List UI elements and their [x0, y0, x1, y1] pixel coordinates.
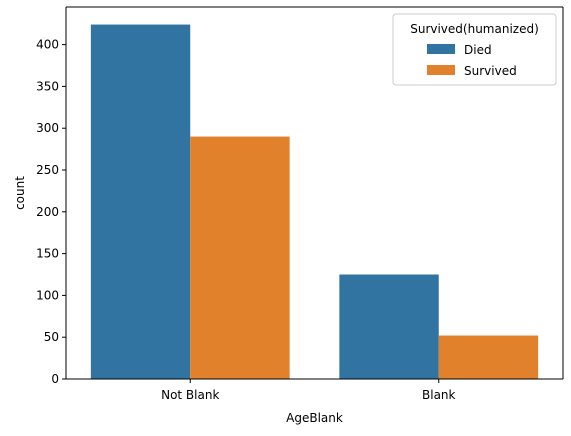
bars [90, 24, 539, 380]
y-tick-label: 50 [44, 330, 59, 344]
y-tick-label: 350 [36, 79, 59, 93]
y-tick-label: 400 [36, 38, 59, 52]
axes [65, 6, 564, 380]
bar-died-not-blank [90, 24, 191, 380]
y-tick-label: 200 [36, 205, 59, 219]
y-tick-label: 150 [36, 247, 59, 261]
y-tick-label: 250 [36, 163, 59, 177]
y-tick-label: 100 [36, 288, 59, 302]
legend-swatch-died [427, 44, 455, 54]
legend-swatch-survived [427, 65, 455, 75]
y-tick-label: 0 [51, 372, 59, 386]
x-tick-label: Not Blank [161, 388, 219, 402]
bar-survived-blank [438, 335, 539, 379]
x-tick-label: Blank [422, 388, 456, 402]
legend-label-died: Died [464, 43, 492, 57]
legend-title: Survived(humanized) [410, 22, 539, 36]
legend-items: Died Survived [427, 43, 517, 78]
bar-died-blank [339, 274, 439, 379]
legend-label-survived: Survived [464, 64, 517, 78]
x-ticks: Not Blank Blank [161, 379, 456, 402]
bar-survived-not-blank [190, 136, 290, 379]
x-axis-label: AgeBlank [286, 411, 343, 425]
y-axis-label: count [13, 176, 27, 210]
legend: Survived(humanized) Died Survived [392, 13, 557, 86]
y-ticks: 0 50 100 150 200 250 300 350 400 [36, 38, 66, 386]
y-tick-label: 300 [36, 121, 59, 135]
